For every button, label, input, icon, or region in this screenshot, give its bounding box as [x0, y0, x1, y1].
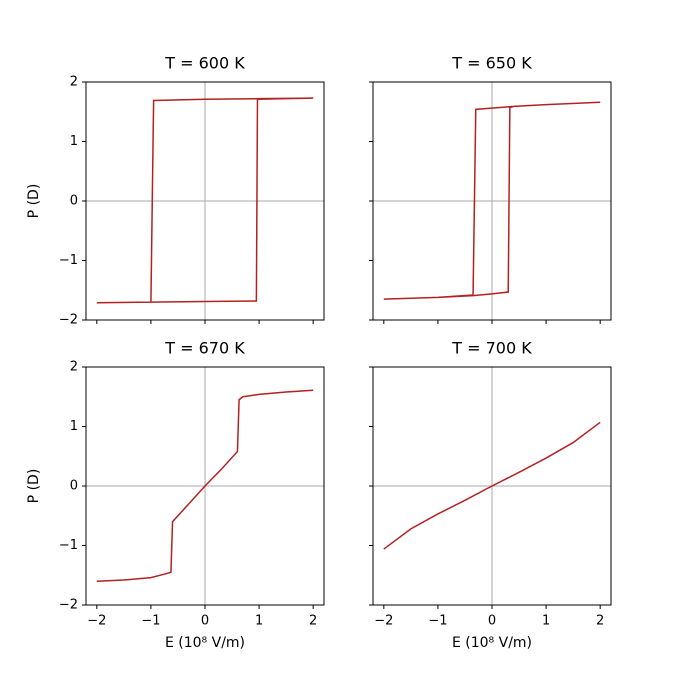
subplot-title: T = 600 K [164, 54, 245, 73]
axes-frame [85, 366, 325, 606]
y-tick-label: −2 [59, 598, 78, 613]
x-tick-label: −2 [87, 614, 106, 629]
axes-frame [372, 81, 612, 321]
y-tick-label: 1 [70, 134, 78, 149]
data-line [96, 97, 314, 304]
data-line [96, 389, 314, 582]
y-tick-label: 1 [70, 419, 78, 434]
subplot-title: T = 700 K [451, 339, 532, 358]
y-tick-label: 0 [70, 479, 78, 494]
x-tick-label: 2 [596, 614, 604, 629]
y-tick-label: −1 [59, 253, 78, 268]
axes-frame [85, 81, 325, 321]
x-axis-label: E (10⁸ V/m) [165, 635, 245, 651]
x-tick-label: 0 [201, 614, 209, 629]
y-tick-label: 2 [70, 360, 78, 375]
data-line [383, 421, 601, 550]
x-tick-label: −1 [428, 614, 447, 629]
y-axis-label: P (D) [26, 184, 42, 219]
x-tick-label: 2 [309, 614, 317, 629]
x-tick-label: 1 [255, 614, 263, 629]
x-tick-label: −2 [374, 614, 393, 629]
y-tick-label: −2 [59, 313, 78, 328]
y-tick-label: −1 [59, 538, 78, 553]
subplot-title: T = 670 K [164, 339, 245, 358]
y-tick-label: 0 [70, 194, 78, 209]
subplot-title: T = 650 K [451, 54, 532, 73]
x-tick-label: −1 [141, 614, 160, 629]
data-line [383, 101, 601, 300]
x-tick-label: 0 [488, 614, 496, 629]
x-axis-label: E (10⁸ V/m) [452, 635, 532, 651]
axes-frame [372, 366, 612, 606]
y-tick-label: 2 [70, 75, 78, 90]
x-tick-label: 1 [542, 614, 550, 629]
y-axis-label: P (D) [26, 469, 42, 504]
